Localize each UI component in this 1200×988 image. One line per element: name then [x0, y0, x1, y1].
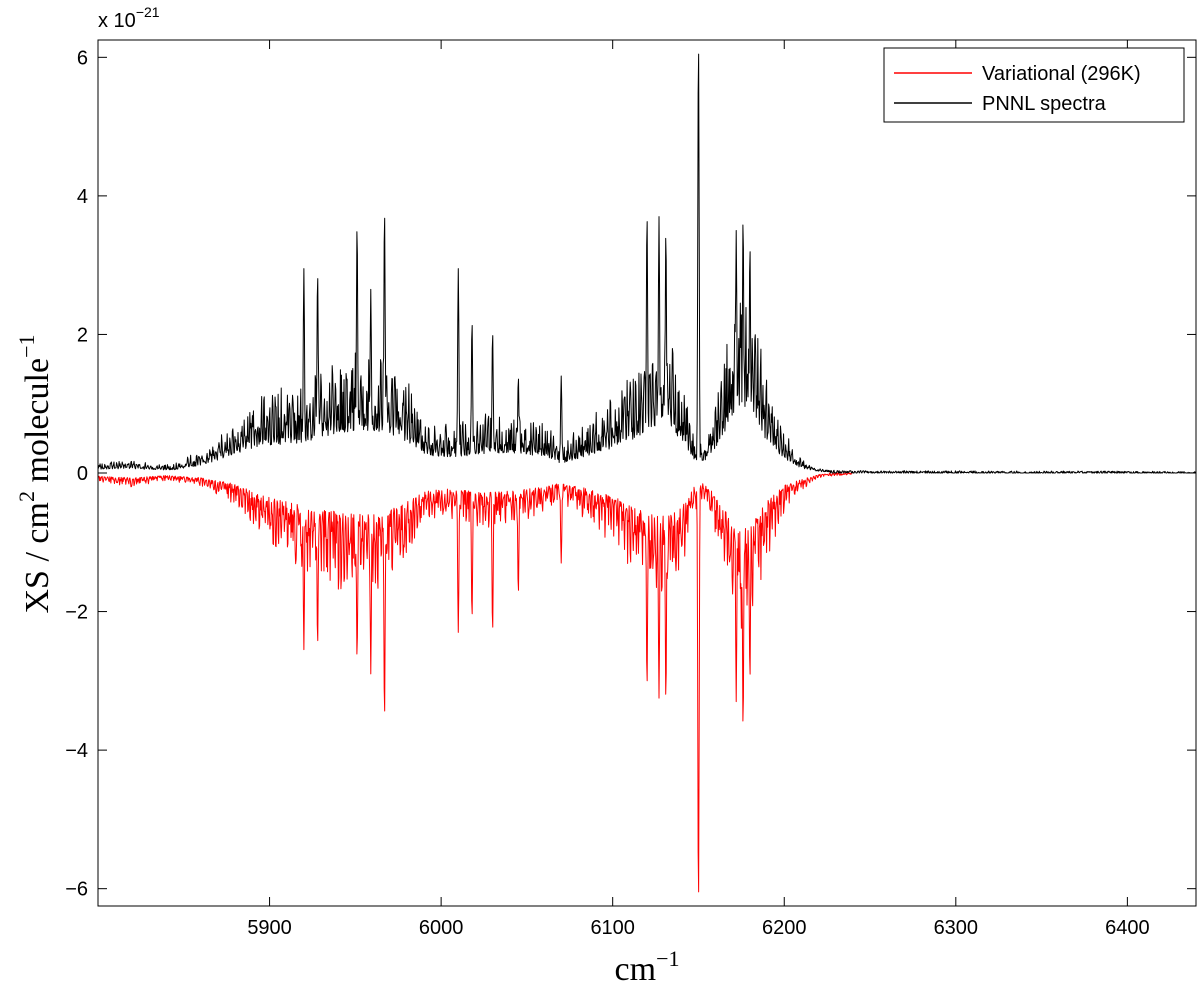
x-tick-label: 6400: [1105, 917, 1150, 939]
legend-label-pnnl: PNNL spectra: [982, 93, 1107, 115]
y-tick-label: −6: [65, 879, 88, 901]
x-tick-label: 6000: [419, 917, 464, 939]
y-axis-label: XS / cm2 molecule−1: [14, 335, 56, 614]
y-tick-label: −4: [65, 740, 88, 762]
legend-box: [883, 47, 1185, 123]
legend-label-variational: Variational (296K): [982, 63, 1141, 85]
x-tick-label: 6100: [590, 917, 635, 939]
x-axis-label: cm−1: [615, 946, 680, 988]
series-pnnl-line: [97, 53, 1197, 474]
legend: Variational (296K) PNNL spectra: [883, 47, 1185, 123]
y-tick-label: 6: [77, 47, 88, 69]
series-variational-line: [97, 472, 853, 893]
x-tick-label: 6200: [762, 917, 807, 939]
y-tick-label: 2: [77, 324, 88, 346]
y-tick-label: −2: [65, 602, 88, 624]
y-tick-label: 0: [77, 463, 88, 485]
y-tick-label: 4: [77, 186, 88, 208]
y-multiplier-label: x 10−21: [98, 4, 160, 32]
x-tick-label: 6300: [934, 917, 979, 939]
plot-traces: [97, 53, 1197, 893]
x-tick-label: 5900: [247, 917, 292, 939]
y-axis-ticks: −6 −4 −2 0 2 4 6: [65, 47, 1196, 901]
x-axis-ticks: 5900 6000 6100 6200 6300 6400: [247, 40, 1150, 939]
